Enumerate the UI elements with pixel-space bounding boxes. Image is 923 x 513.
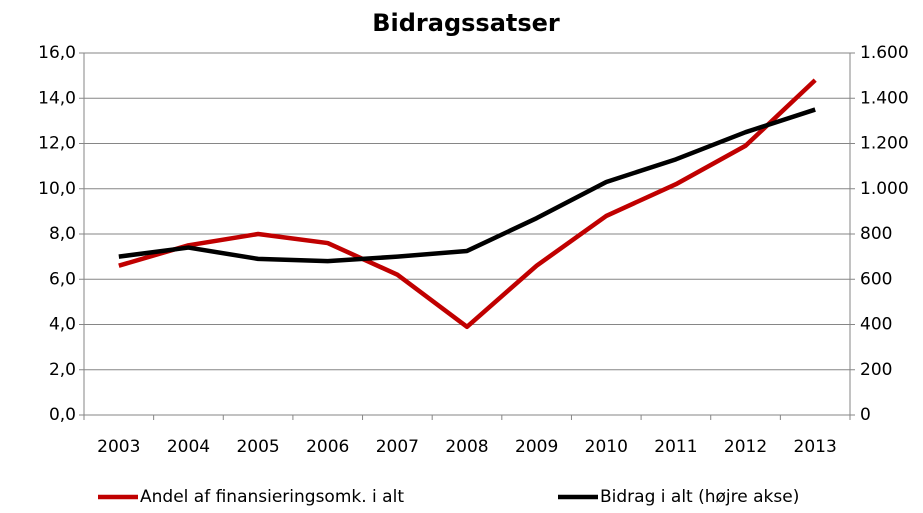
x-tick-label: 2009: [515, 437, 558, 457]
y2-tick-label: 200: [860, 360, 892, 380]
y-tick-label: 2,0: [49, 360, 76, 380]
x-tick-label: 2011: [654, 437, 697, 457]
y2-tick-label: 1.600: [860, 43, 909, 63]
y2-tick-label: 1.400: [860, 88, 909, 108]
x-tick-label: 2008: [445, 437, 488, 457]
x-tick-label: 2006: [306, 437, 349, 457]
y-tick-label: 14,0: [38, 88, 76, 108]
x-tick-label: 2007: [376, 437, 419, 457]
legend-label: Bidrag i alt (højre akse): [600, 487, 799, 507]
series-line: [118, 107, 816, 264]
y2-tick-label: 0: [860, 405, 871, 425]
x-tick-label: 2013: [794, 437, 837, 457]
y2-tick-label: 400: [860, 315, 892, 335]
x-tick-label: 2012: [724, 437, 767, 457]
legend-label: Andel af finansieringsomk. i alt: [140, 487, 404, 507]
y2-tick-label: 1.000: [860, 179, 909, 199]
x-tick-label: 2005: [236, 437, 279, 457]
series-line: [118, 78, 817, 330]
y-tick-label: 6,0: [49, 269, 76, 289]
y2-tick-label: 800: [860, 224, 892, 244]
y-tick-label: 4,0: [49, 315, 76, 335]
x-tick-label: 2010: [585, 437, 628, 457]
y-tick-label: 0,0: [49, 405, 76, 425]
x-tick-label: 2004: [167, 437, 210, 457]
y2-tick-label: 1.200: [860, 134, 909, 154]
chart-title: Bidragssatser: [372, 9, 560, 37]
x-tick-label: 2003: [97, 437, 140, 457]
y-tick-label: 12,0: [38, 134, 76, 154]
y-tick-label: 8,0: [49, 224, 76, 244]
y-tick-label: 16,0: [38, 43, 76, 63]
y-tick-label: 10,0: [38, 179, 76, 199]
y2-tick-label: 600: [860, 269, 892, 289]
